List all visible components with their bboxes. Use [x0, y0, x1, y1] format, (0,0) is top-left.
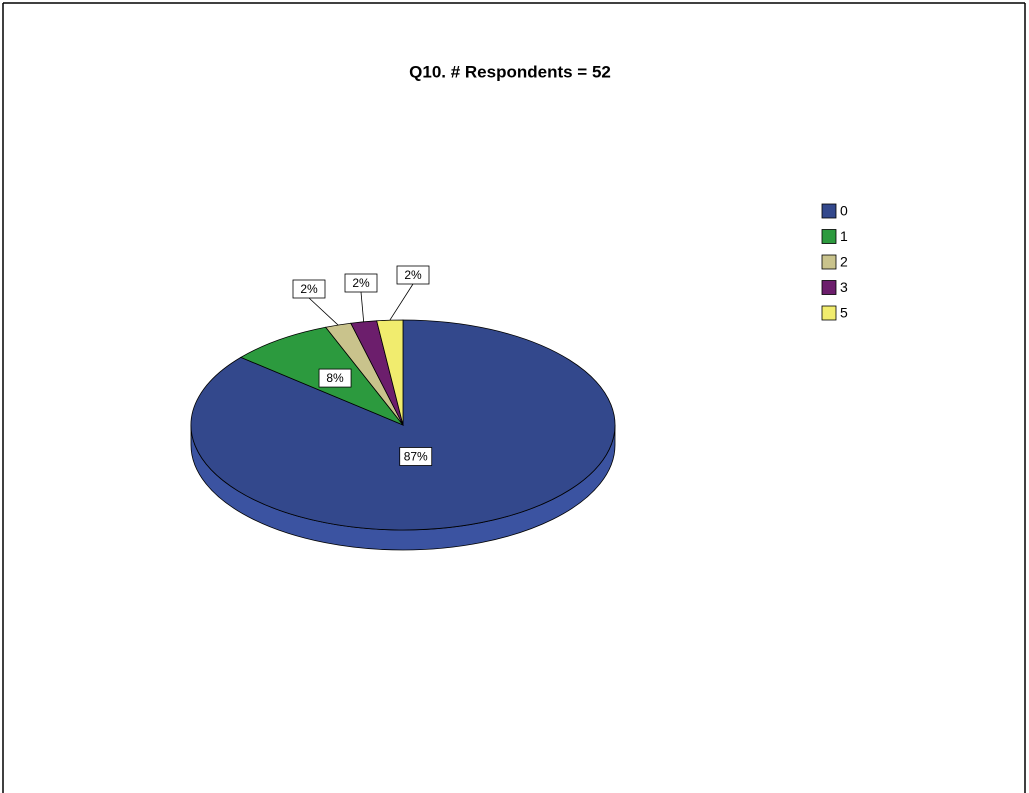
chart-title: Q10. # Respondents = 52	[409, 62, 611, 81]
legend-label: 2	[840, 254, 848, 270]
leader-line	[389, 283, 414, 321]
legend-swatch	[821, 229, 837, 244]
legend-swatch	[821, 203, 837, 219]
data-label: 2%	[404, 268, 422, 282]
label-box	[292, 279, 326, 299]
legend-swatch	[821, 254, 837, 270]
legend-label: 3	[840, 279, 848, 295]
label-box	[318, 368, 352, 388]
label-box	[396, 265, 430, 285]
leader-line	[308, 297, 339, 326]
label-box	[399, 447, 433, 466]
leader-line	[360, 291, 365, 322]
legend-label: 5	[840, 305, 848, 321]
data-label: 87%	[404, 450, 428, 464]
legend-swatch	[821, 305, 837, 321]
label-box	[344, 273, 378, 293]
data-label: 8%	[326, 371, 344, 385]
data-label: 2%	[300, 282, 318, 296]
legend-swatch	[821, 280, 837, 295]
legend-label: 1	[840, 228, 848, 244]
slice	[376, 319, 404, 426]
data-label: 2%	[352, 276, 370, 290]
legend-label: 0	[840, 203, 848, 219]
